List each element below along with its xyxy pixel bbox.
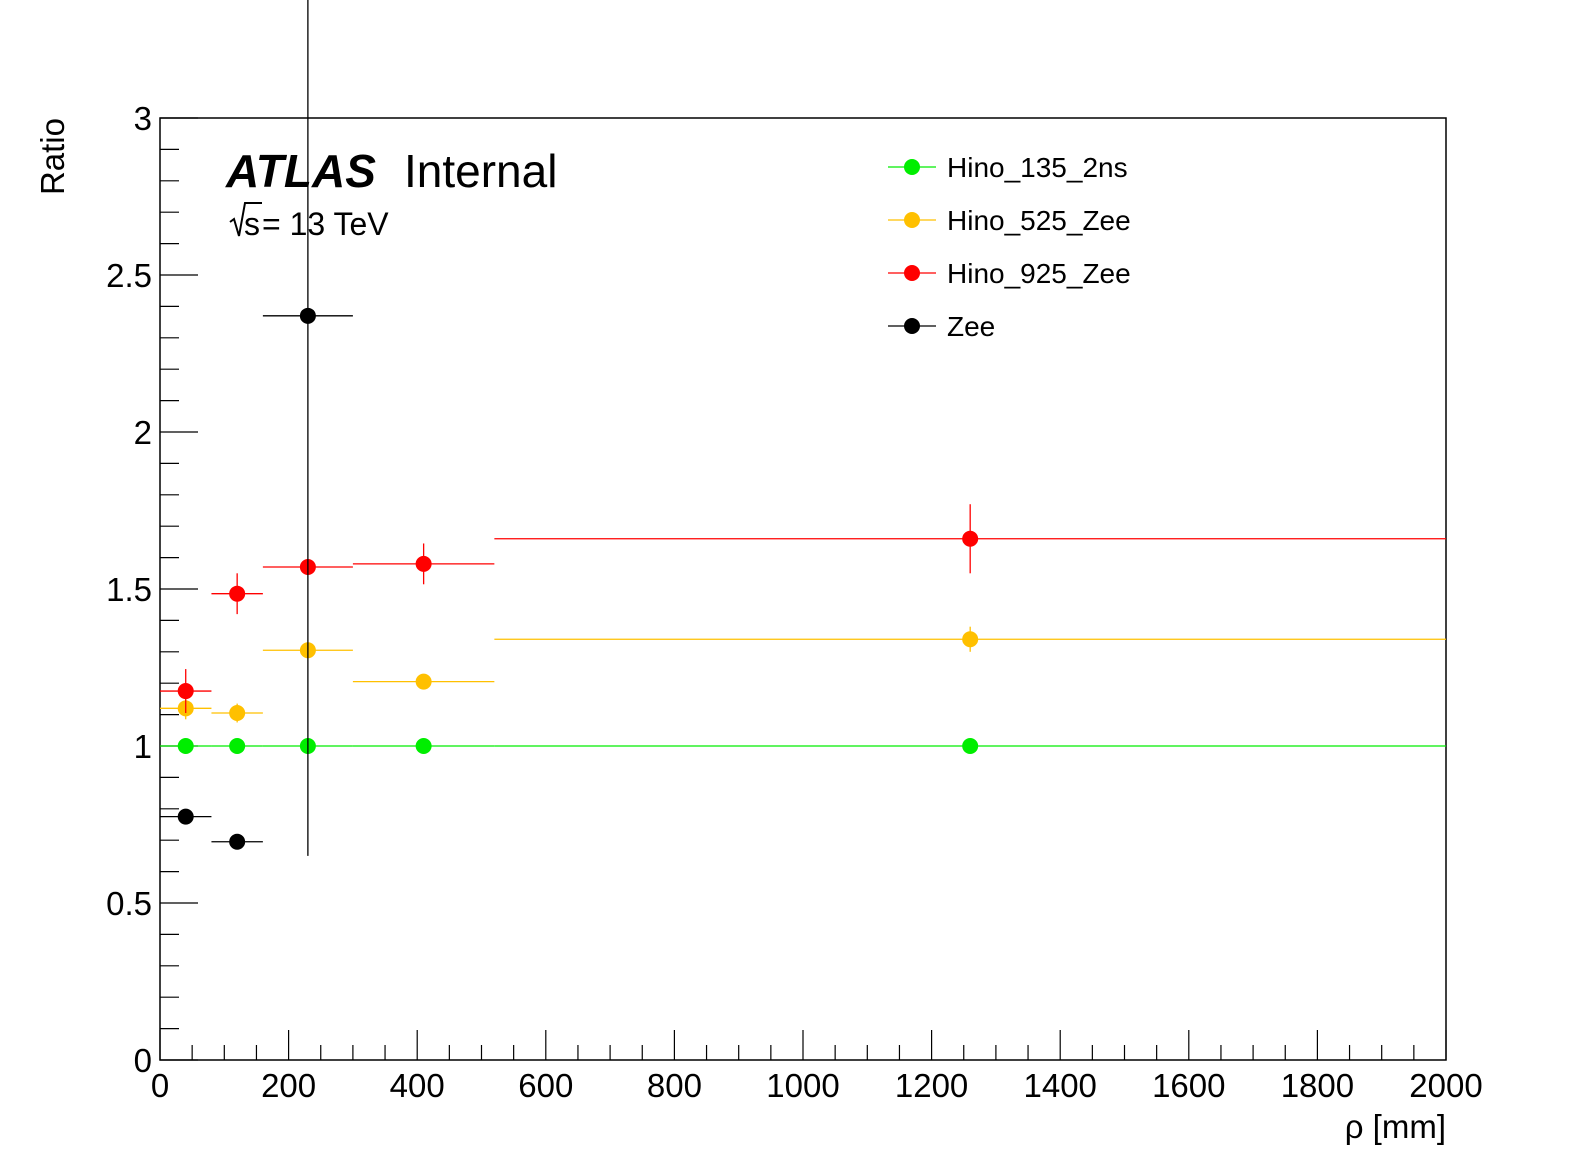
legend-marker — [904, 212, 920, 228]
plot-frame — [159, 117, 1447, 1061]
legend-entry: Hino_925_Zee — [888, 258, 1131, 289]
axis-tick-labels: 0 200 400 600 800 1000 1200 1400 1600 1800 2000 0 0.… — [106, 100, 1483, 1104]
internal-label: Internal — [404, 145, 557, 197]
x-axis-title: ρ [mm] — [1345, 1108, 1446, 1145]
series-hino-925-zee — [160, 504, 1446, 714]
data-point — [229, 833, 246, 850]
data-points — [160, 0, 1446, 856]
y-tick-label: 1.5 — [106, 571, 152, 608]
x-tick-label: 800 — [647, 1067, 702, 1104]
x-tick-label: 400 — [390, 1067, 445, 1104]
series-hino-525-zee — [160, 626, 1446, 723]
x-tick-label: 1400 — [1023, 1067, 1096, 1104]
x-tick-label: 1000 — [766, 1067, 839, 1104]
x-tick-label: 200 — [261, 1067, 316, 1104]
series-hino-135-2ns — [160, 738, 1446, 754]
legend-marker — [904, 265, 920, 281]
data-point — [962, 738, 979, 754]
x-tick-label: 1600 — [1152, 1067, 1225, 1104]
data-point — [415, 555, 432, 572]
data-point — [229, 705, 246, 722]
data-point — [229, 738, 246, 754]
x-tick-label: 2000 — [1409, 1067, 1482, 1104]
data-point — [177, 738, 194, 754]
series-zee — [160, 0, 353, 856]
y-tick-label: 0 — [134, 1042, 152, 1079]
legend-label: Hino_135_2ns — [947, 152, 1128, 183]
data-point — [177, 683, 194, 700]
axis-ticks — [159, 117, 1447, 1061]
y-axis-title: Ratio — [34, 118, 71, 195]
data-point — [299, 307, 316, 324]
legend-marker — [904, 159, 920, 175]
data-point — [415, 738, 432, 754]
x-tick-label: 1800 — [1281, 1067, 1354, 1104]
legend-entry: Zee — [888, 311, 995, 342]
y-tick-label: 0.5 — [106, 885, 152, 922]
energy-sqrt-symbol: s — [244, 206, 260, 242]
x-tick-label: 600 — [518, 1067, 573, 1104]
x-tick-label: 0 — [151, 1067, 169, 1104]
y-tick-label: 2.5 — [106, 257, 152, 294]
legend-entry: Hino_525_Zee — [888, 205, 1131, 236]
energy-label: s = 13 TeV — [229, 202, 389, 242]
x-tick-label: 1200 — [895, 1067, 968, 1104]
y-tick-label: 1 — [134, 728, 152, 765]
data-point — [962, 530, 979, 547]
legend-marker — [904, 318, 920, 334]
energy-value: = 13 TeV — [262, 206, 389, 242]
legend-entry: Hino_135_2ns — [888, 152, 1128, 183]
data-point — [962, 631, 979, 648]
legend-label: Zee — [947, 311, 995, 342]
data-point — [177, 808, 194, 825]
sqrt-sign — [229, 202, 262, 237]
y-tick-label: 3 — [134, 100, 152, 137]
data-point — [415, 673, 432, 690]
legend: Hino_135_2ns Hino_525_Zee Hino_925_Zee Zee — [888, 152, 1131, 342]
data-point — [229, 585, 246, 602]
legend-label: Hino_525_Zee — [947, 205, 1131, 236]
y-tick-label: 2 — [134, 414, 152, 451]
legend-label: Hino_925_Zee — [947, 258, 1131, 289]
atlas-label: ATLAS — [225, 145, 376, 197]
